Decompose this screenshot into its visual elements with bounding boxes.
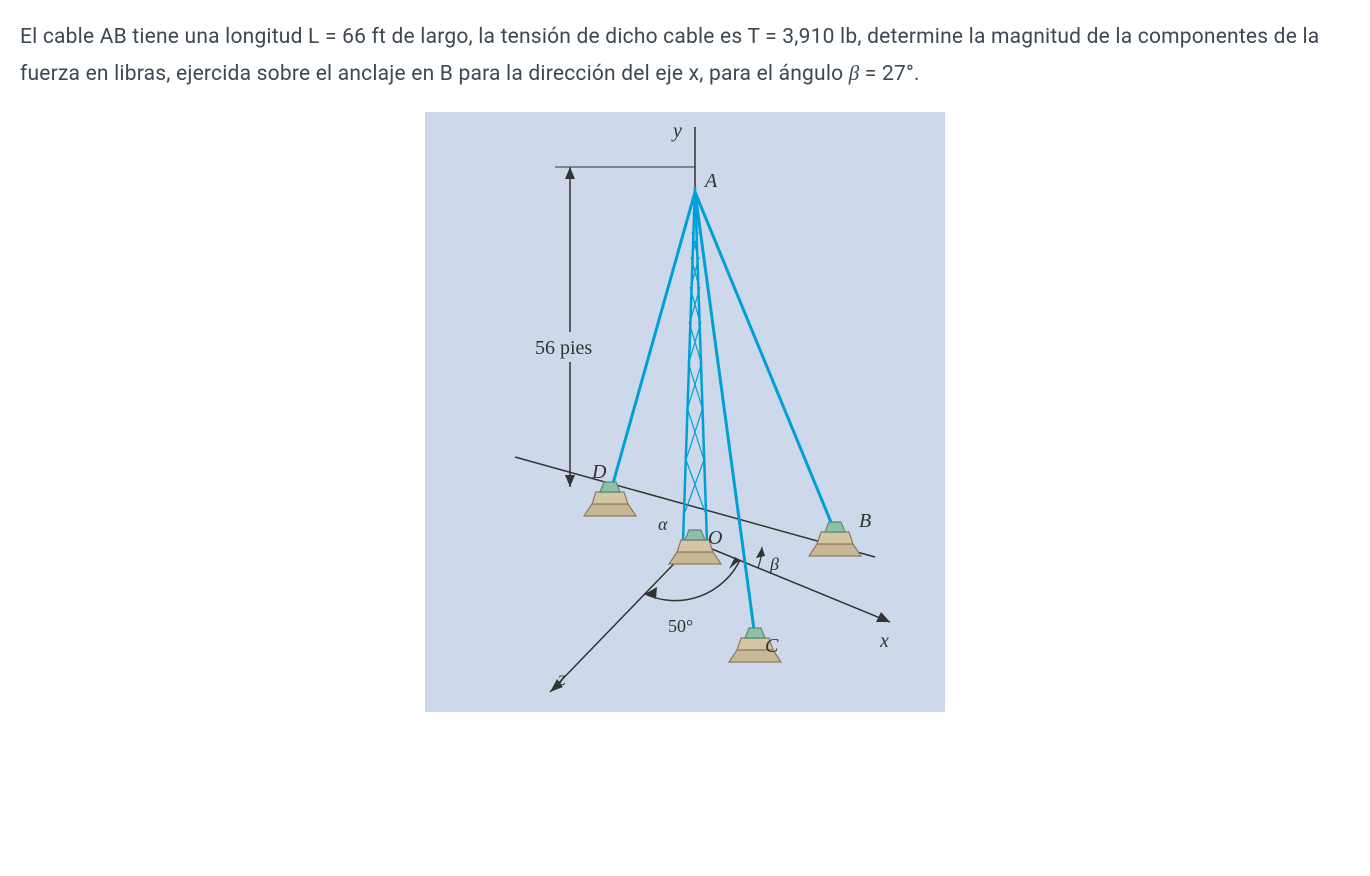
diagram-container: y 56 pies z x 50° xyxy=(20,112,1350,712)
text-5: . xyxy=(914,62,920,86)
cable-AD xyxy=(610,192,695,494)
text-4: = xyxy=(859,62,882,86)
label-D: D xyxy=(591,461,607,483)
label-B: B xyxy=(859,510,871,532)
angle-50-label: 50° xyxy=(668,616,693,636)
tower xyxy=(683,187,707,542)
label-C: C xyxy=(765,635,779,657)
dim-arrow-top xyxy=(565,167,575,179)
anchor-B xyxy=(809,522,861,556)
length-value: 66 ft xyxy=(342,25,386,49)
beta-value: 27° xyxy=(882,62,914,86)
z-axis-label: z xyxy=(557,668,566,690)
y-axis-label: y xyxy=(671,120,682,142)
beta-label: β xyxy=(769,554,779,574)
beta-symbol: β xyxy=(849,61,860,85)
problem-statement: El cable AB tiene una longitud L = 66 ft… xyxy=(20,20,1350,92)
text-2: de largo, la tensión de dicho cable es T… xyxy=(386,25,782,49)
anchor-D xyxy=(584,482,636,516)
tension-value: 3,910 lb xyxy=(782,25,857,49)
x-axis-label: x xyxy=(879,630,889,652)
cable-AB xyxy=(695,192,835,532)
angle-50-arc xyxy=(645,560,740,601)
text-1: El cable AB tiene una longitud L = xyxy=(20,25,342,49)
beta-arrow xyxy=(756,547,765,558)
dim-arrow-bottom xyxy=(565,475,575,487)
label-O: O xyxy=(708,527,722,549)
dim-height-label: 56 pies xyxy=(535,337,592,359)
label-A: A xyxy=(703,170,718,192)
cable-AC xyxy=(695,192,755,637)
alpha-label: α xyxy=(658,514,668,534)
diagram: y 56 pies z x 50° xyxy=(425,112,945,712)
